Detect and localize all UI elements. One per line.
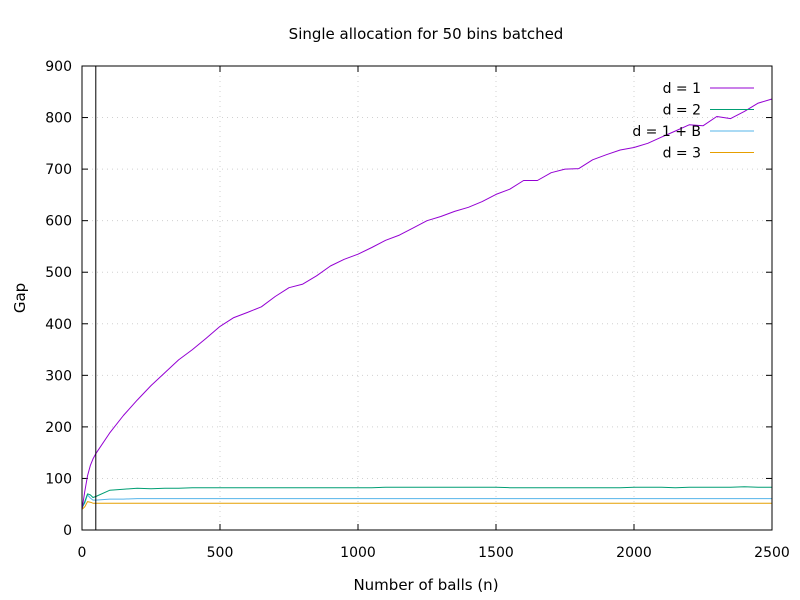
y-tick-label: 200: [45, 420, 72, 436]
x-axis-label: Number of balls (n): [353, 576, 498, 594]
series-line-d-1-b: [81, 494, 772, 508]
y-tick-label: 900: [45, 59, 72, 75]
tick-layer: 0 100 200 300 400 500 600 700 800 900 0 500 1000 1500…: [45, 59, 790, 561]
x-tick-label: 0: [78, 545, 87, 561]
y-tick-label: 0: [63, 523, 72, 539]
y-tick-label: 500: [45, 265, 72, 281]
chart-title: Single allocation for 50 bins batched: [289, 25, 564, 43]
series-line-d-1: [81, 98, 773, 510]
x-tick-label: 500: [207, 545, 234, 561]
series-line-d-2: [81, 486, 772, 509]
legend-label-d-1: d = 1: [663, 81, 701, 97]
plot-frame: [81, 65, 773, 531]
y-tick-label: 800: [45, 111, 72, 127]
y-tick-label: 300: [45, 368, 72, 384]
series-line-d-3: [81, 501, 772, 510]
x-tick-label: 2000: [616, 545, 652, 561]
legend-label-d-3: d = 3: [663, 146, 701, 162]
y-tick-label: 700: [45, 162, 72, 178]
x-tick-label: 1500: [478, 545, 514, 561]
series-layer: [81, 98, 773, 510]
y-tick-label: 100: [45, 471, 72, 487]
y-tick-label: 600: [45, 214, 72, 230]
x-tick-label: 2500: [754, 545, 790, 561]
legend-label-d-1-b: d = 1 + B: [632, 124, 701, 140]
y-tick-label: 400: [45, 317, 72, 333]
y-axis-label: Gap: [11, 283, 29, 313]
x-tick-label: 1000: [340, 545, 376, 561]
legend-label-d-2: d = 2: [663, 103, 701, 119]
legend: d = 1 d = 2 d = 1 + B d = 3: [632, 81, 754, 162]
